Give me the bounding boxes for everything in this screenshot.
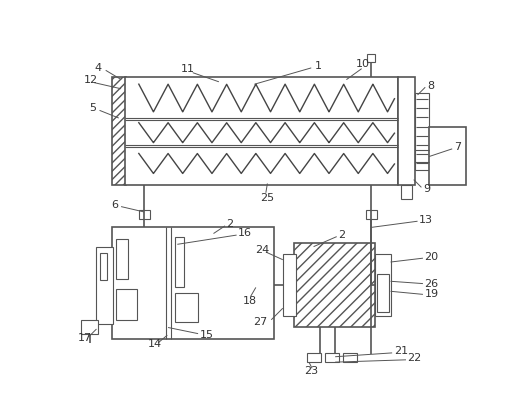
Bar — [139, 210, 150, 219]
Bar — [125, 77, 398, 185]
Bar — [126, 112, 130, 150]
Text: 27: 27 — [253, 317, 268, 327]
Bar — [295, 243, 375, 328]
Text: 7: 7 — [454, 142, 461, 152]
Text: 13: 13 — [419, 215, 433, 225]
Text: 25: 25 — [260, 193, 274, 203]
Text: 16: 16 — [238, 228, 252, 238]
Bar — [398, 77, 415, 185]
Bar — [175, 293, 198, 322]
Text: 20: 20 — [424, 252, 438, 261]
Bar — [96, 247, 113, 323]
Bar — [415, 93, 429, 170]
Text: 10: 10 — [356, 59, 370, 69]
Text: 6: 6 — [111, 200, 118, 210]
Text: 12: 12 — [84, 75, 98, 85]
Bar — [112, 77, 126, 185]
Text: 1: 1 — [315, 61, 322, 71]
Text: 18: 18 — [243, 295, 257, 305]
Text: 15: 15 — [200, 330, 213, 340]
Bar — [116, 289, 137, 320]
Bar — [325, 353, 339, 362]
Bar — [375, 254, 391, 316]
Text: 19: 19 — [424, 290, 438, 299]
Bar — [81, 320, 98, 334]
Text: 4: 4 — [95, 63, 102, 73]
Text: 11: 11 — [181, 64, 195, 74]
Bar — [175, 237, 184, 287]
Text: 17: 17 — [78, 333, 92, 343]
Bar — [377, 274, 389, 312]
Text: 5: 5 — [89, 103, 96, 113]
Bar — [366, 210, 377, 219]
Bar — [116, 239, 128, 279]
Bar — [307, 353, 321, 362]
Text: 23: 23 — [305, 366, 318, 376]
Text: 21: 21 — [394, 346, 408, 356]
Text: 9: 9 — [423, 184, 430, 194]
Bar — [367, 54, 375, 62]
Bar — [402, 185, 412, 199]
Bar — [100, 253, 107, 280]
Text: 24: 24 — [255, 246, 269, 256]
Bar — [343, 353, 357, 362]
Text: 8: 8 — [427, 81, 434, 91]
Bar — [283, 254, 296, 316]
Bar — [112, 228, 274, 339]
Text: 14: 14 — [148, 339, 162, 349]
Text: 22: 22 — [407, 353, 422, 363]
Bar — [429, 127, 466, 185]
Text: 26: 26 — [424, 279, 438, 289]
Text: 2: 2 — [338, 230, 345, 240]
Text: 2: 2 — [227, 219, 233, 228]
